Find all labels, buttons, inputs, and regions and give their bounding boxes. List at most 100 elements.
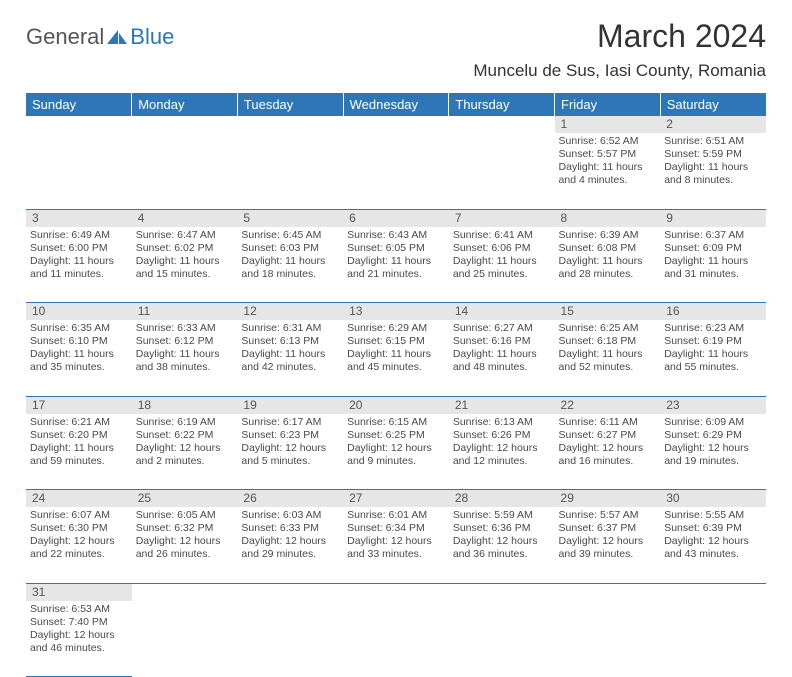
day-day2: and 33 minutes. bbox=[347, 548, 445, 561]
week-row: Sunrise: 6:49 AMSunset: 6:00 PMDaylight:… bbox=[26, 227, 766, 303]
day-day2: and 15 minutes. bbox=[136, 268, 234, 281]
day-header-saturday: Saturday bbox=[660, 93, 766, 116]
day-day1: Daylight: 11 hours bbox=[241, 255, 339, 268]
day-sunrise: Sunrise: 6:05 AM bbox=[136, 509, 234, 522]
day-sunset: Sunset: 5:59 PM bbox=[664, 148, 762, 161]
day-number: 27 bbox=[343, 490, 449, 508]
day-sunrise: Sunrise: 5:57 AM bbox=[559, 509, 657, 522]
day-number: 31 bbox=[26, 583, 132, 601]
day-sunrise: Sunrise: 6:51 AM bbox=[664, 135, 762, 148]
day-sunset: Sunset: 6:02 PM bbox=[136, 242, 234, 255]
day-day2: and 29 minutes. bbox=[241, 548, 339, 561]
day-number: 4 bbox=[132, 209, 238, 227]
day-sunset: Sunset: 6:29 PM bbox=[664, 429, 762, 442]
day-number: 23 bbox=[660, 396, 766, 414]
day-day1: Daylight: 12 hours bbox=[664, 442, 762, 455]
day-sunset: Sunset: 6:39 PM bbox=[664, 522, 762, 535]
day-day2: and 25 minutes. bbox=[453, 268, 551, 281]
day-sunrise: Sunrise: 6:35 AM bbox=[30, 322, 128, 335]
day-sunset: Sunset: 6:09 PM bbox=[664, 242, 762, 255]
day-day2: and 8 minutes. bbox=[664, 174, 762, 187]
day-header-sunday: Sunday bbox=[26, 93, 132, 116]
day-day1: Daylight: 12 hours bbox=[559, 442, 657, 455]
day-cell: Sunrise: 6:45 AMSunset: 6:03 PMDaylight:… bbox=[237, 227, 343, 303]
day-day2: and 46 minutes. bbox=[30, 642, 128, 655]
day-day1: Daylight: 11 hours bbox=[664, 161, 762, 174]
day-sunset: Sunset: 6:15 PM bbox=[347, 335, 445, 348]
daynum-row: 10111213141516 bbox=[26, 303, 766, 321]
day-sunrise: Sunrise: 6:53 AM bbox=[30, 603, 128, 616]
day-day1: Daylight: 11 hours bbox=[453, 255, 551, 268]
calendar-body: 12Sunrise: 6:52 AMSunset: 5:57 PMDayligh… bbox=[26, 116, 766, 677]
day-day2: and 31 minutes. bbox=[664, 268, 762, 281]
day-day2: and 9 minutes. bbox=[347, 455, 445, 468]
day-sunset: Sunset: 6:25 PM bbox=[347, 429, 445, 442]
day-day1: Daylight: 12 hours bbox=[136, 535, 234, 548]
day-cell: Sunrise: 6:39 AMSunset: 6:08 PMDaylight:… bbox=[555, 227, 661, 303]
day-sunrise: Sunrise: 6:17 AM bbox=[241, 416, 339, 429]
day-number bbox=[449, 116, 555, 133]
daynum-row: 12 bbox=[26, 116, 766, 133]
day-day1: Daylight: 11 hours bbox=[30, 442, 128, 455]
day-sunrise: Sunrise: 6:45 AM bbox=[241, 229, 339, 242]
day-header-thursday: Thursday bbox=[449, 93, 555, 116]
day-number: 21 bbox=[449, 396, 555, 414]
day-number bbox=[343, 116, 449, 133]
day-day1: Daylight: 11 hours bbox=[241, 348, 339, 361]
day-day2: and 18 minutes. bbox=[241, 268, 339, 281]
day-cell: Sunrise: 6:23 AMSunset: 6:19 PMDaylight:… bbox=[660, 320, 766, 396]
day-header-monday: Monday bbox=[132, 93, 238, 116]
day-number: 25 bbox=[132, 490, 238, 508]
day-day1: Daylight: 12 hours bbox=[30, 629, 128, 642]
day-sunrise: Sunrise: 6:13 AM bbox=[453, 416, 551, 429]
day-cell: Sunrise: 6:15 AMSunset: 6:25 PMDaylight:… bbox=[343, 414, 449, 490]
day-sunrise: Sunrise: 6:41 AM bbox=[453, 229, 551, 242]
day-sunrise: Sunrise: 6:23 AM bbox=[664, 322, 762, 335]
day-cell: Sunrise: 6:25 AMSunset: 6:18 PMDaylight:… bbox=[555, 320, 661, 396]
day-sunset: Sunset: 6:20 PM bbox=[30, 429, 128, 442]
day-sunrise: Sunrise: 6:21 AM bbox=[30, 416, 128, 429]
day-number: 26 bbox=[237, 490, 343, 508]
week-row: Sunrise: 6:07 AMSunset: 6:30 PMDaylight:… bbox=[26, 507, 766, 583]
day-header-wednesday: Wednesday bbox=[343, 93, 449, 116]
day-sunrise: Sunrise: 6:03 AM bbox=[241, 509, 339, 522]
day-number: 19 bbox=[237, 396, 343, 414]
day-day2: and 28 minutes. bbox=[559, 268, 657, 281]
day-day1: Daylight: 11 hours bbox=[347, 255, 445, 268]
day-number: 22 bbox=[555, 396, 661, 414]
day-sunrise: Sunrise: 6:09 AM bbox=[664, 416, 762, 429]
day-cell: Sunrise: 5:57 AMSunset: 6:37 PMDaylight:… bbox=[555, 507, 661, 583]
daynum-row: 31 bbox=[26, 583, 766, 601]
day-sunset: Sunset: 6:16 PM bbox=[453, 335, 551, 348]
day-cell: Sunrise: 6:35 AMSunset: 6:10 PMDaylight:… bbox=[26, 320, 132, 396]
day-sunset: Sunset: 6:26 PM bbox=[453, 429, 551, 442]
day-sunrise: Sunrise: 6:27 AM bbox=[453, 322, 551, 335]
day-number: 30 bbox=[660, 490, 766, 508]
day-cell: Sunrise: 6:37 AMSunset: 6:09 PMDaylight:… bbox=[660, 227, 766, 303]
day-cell bbox=[26, 133, 132, 209]
day-sunset: Sunset: 6:33 PM bbox=[241, 522, 339, 535]
day-sunset: Sunset: 6:30 PM bbox=[30, 522, 128, 535]
day-day1: Daylight: 11 hours bbox=[664, 255, 762, 268]
day-sunset: Sunset: 6:22 PM bbox=[136, 429, 234, 442]
day-header-tuesday: Tuesday bbox=[237, 93, 343, 116]
day-day2: and 45 minutes. bbox=[347, 361, 445, 374]
day-sunrise: Sunrise: 6:52 AM bbox=[559, 135, 657, 148]
day-sunset: Sunset: 6:08 PM bbox=[559, 242, 657, 255]
day-header-friday: Friday bbox=[555, 93, 661, 116]
day-sunrise: Sunrise: 6:37 AM bbox=[664, 229, 762, 242]
day-cell: Sunrise: 6:41 AMSunset: 6:06 PMDaylight:… bbox=[449, 227, 555, 303]
day-header-row: SundayMondayTuesdayWednesdayThursdayFrid… bbox=[26, 93, 766, 116]
day-number: 9 bbox=[660, 209, 766, 227]
day-cell: Sunrise: 6:52 AMSunset: 5:57 PMDaylight:… bbox=[555, 133, 661, 209]
week-row: Sunrise: 6:52 AMSunset: 5:57 PMDaylight:… bbox=[26, 133, 766, 209]
day-cell: Sunrise: 6:03 AMSunset: 6:33 PMDaylight:… bbox=[237, 507, 343, 583]
day-day1: Daylight: 11 hours bbox=[453, 348, 551, 361]
location-text: Muncelu de Sus, Iasi County, Romania bbox=[473, 61, 766, 81]
day-day2: and 21 minutes. bbox=[347, 268, 445, 281]
day-day2: and 22 minutes. bbox=[30, 548, 128, 561]
day-cell: Sunrise: 6:19 AMSunset: 6:22 PMDaylight:… bbox=[132, 414, 238, 490]
day-sunrise: Sunrise: 6:11 AM bbox=[559, 416, 657, 429]
day-sunrise: Sunrise: 6:43 AM bbox=[347, 229, 445, 242]
day-cell: Sunrise: 6:43 AMSunset: 6:05 PMDaylight:… bbox=[343, 227, 449, 303]
